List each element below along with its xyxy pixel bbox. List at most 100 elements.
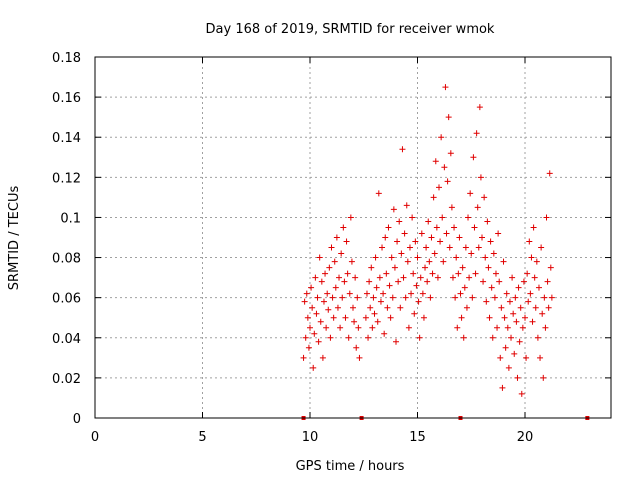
data-point xyxy=(430,194,437,201)
data-point xyxy=(485,264,492,271)
data-point xyxy=(452,294,459,301)
data-point xyxy=(301,298,308,305)
data-point xyxy=(519,324,526,331)
y-tick-label: 0.12 xyxy=(52,171,81,186)
data-point xyxy=(365,334,372,341)
data-point xyxy=(462,244,469,251)
data-point xyxy=(545,304,552,311)
data-point xyxy=(381,330,388,337)
data-point xyxy=(351,318,358,325)
data-point xyxy=(454,324,461,331)
data-point xyxy=(463,304,470,311)
data-point xyxy=(350,304,356,311)
data-point xyxy=(348,258,355,265)
data-point xyxy=(303,290,310,297)
data-point xyxy=(427,294,434,301)
data-point xyxy=(334,304,341,311)
data-point xyxy=(517,304,524,311)
data-point xyxy=(386,282,393,289)
data-point xyxy=(400,274,407,281)
data-point xyxy=(472,270,479,277)
data-point xyxy=(528,254,535,261)
data-point xyxy=(537,354,544,361)
data-point xyxy=(508,334,515,341)
data-point xyxy=(470,154,477,161)
data-point xyxy=(313,310,320,317)
data-point xyxy=(496,278,503,285)
data-point xyxy=(477,174,484,181)
data-point xyxy=(410,270,417,277)
data-point xyxy=(355,324,362,331)
data-point xyxy=(332,284,339,291)
data-point xyxy=(398,250,405,257)
data-point xyxy=(317,318,324,325)
data-point xyxy=(329,294,336,301)
data-point xyxy=(524,270,531,277)
data-point xyxy=(389,294,396,301)
data-point xyxy=(534,334,541,341)
data-point xyxy=(474,204,481,211)
data-point xyxy=(383,270,390,277)
data-point xyxy=(529,318,536,325)
data-point xyxy=(448,204,455,211)
data-point xyxy=(394,238,401,245)
data-point xyxy=(369,324,376,331)
data-point xyxy=(304,314,311,321)
data-point xyxy=(465,214,472,221)
data-point xyxy=(384,304,391,311)
y-tick-label: 0.08 xyxy=(52,252,81,267)
data-point xyxy=(482,254,489,261)
data-point xyxy=(539,310,546,317)
data-point xyxy=(523,354,530,361)
data-point xyxy=(479,234,485,241)
data-point xyxy=(339,294,346,301)
data-point xyxy=(520,278,527,285)
data-point xyxy=(423,244,430,251)
data-point xyxy=(441,164,448,171)
data-point xyxy=(382,234,389,241)
data-point xyxy=(337,324,344,331)
data-point xyxy=(405,324,412,331)
data-point xyxy=(542,324,549,331)
data-point xyxy=(492,270,499,277)
data-point xyxy=(499,384,506,391)
data-point xyxy=(544,278,551,285)
data-point xyxy=(310,364,317,371)
data-point xyxy=(531,274,538,281)
data-point xyxy=(440,258,447,265)
data-point xyxy=(547,264,554,271)
data-point xyxy=(391,264,398,271)
data-point xyxy=(432,158,439,165)
data-point xyxy=(417,274,424,281)
data-point xyxy=(506,298,513,305)
data-point xyxy=(510,310,517,317)
data-point xyxy=(487,238,494,245)
data-point xyxy=(352,274,359,281)
data-point xyxy=(516,338,523,345)
data-point xyxy=(399,146,406,153)
data-point xyxy=(434,274,441,281)
data-point xyxy=(447,150,454,157)
data-point xyxy=(446,244,453,251)
data-point xyxy=(533,258,540,265)
data-point xyxy=(322,270,329,277)
data-point xyxy=(526,238,533,245)
data-point xyxy=(443,230,450,237)
data-point xyxy=(453,254,460,261)
data-point xyxy=(411,310,418,317)
data-point xyxy=(480,278,487,285)
data-point xyxy=(527,290,534,297)
data-point xyxy=(428,234,435,241)
x-tick-label: 20 xyxy=(517,430,534,445)
data-point xyxy=(497,354,504,361)
data-point xyxy=(540,374,547,381)
data-point xyxy=(433,224,440,231)
data-point xyxy=(363,290,370,297)
data-point xyxy=(368,264,375,271)
data-point xyxy=(473,130,480,137)
data-point xyxy=(514,374,521,381)
data-point xyxy=(532,304,539,311)
data-point xyxy=(518,390,525,397)
y-tick-label: 0.04 xyxy=(52,332,81,347)
